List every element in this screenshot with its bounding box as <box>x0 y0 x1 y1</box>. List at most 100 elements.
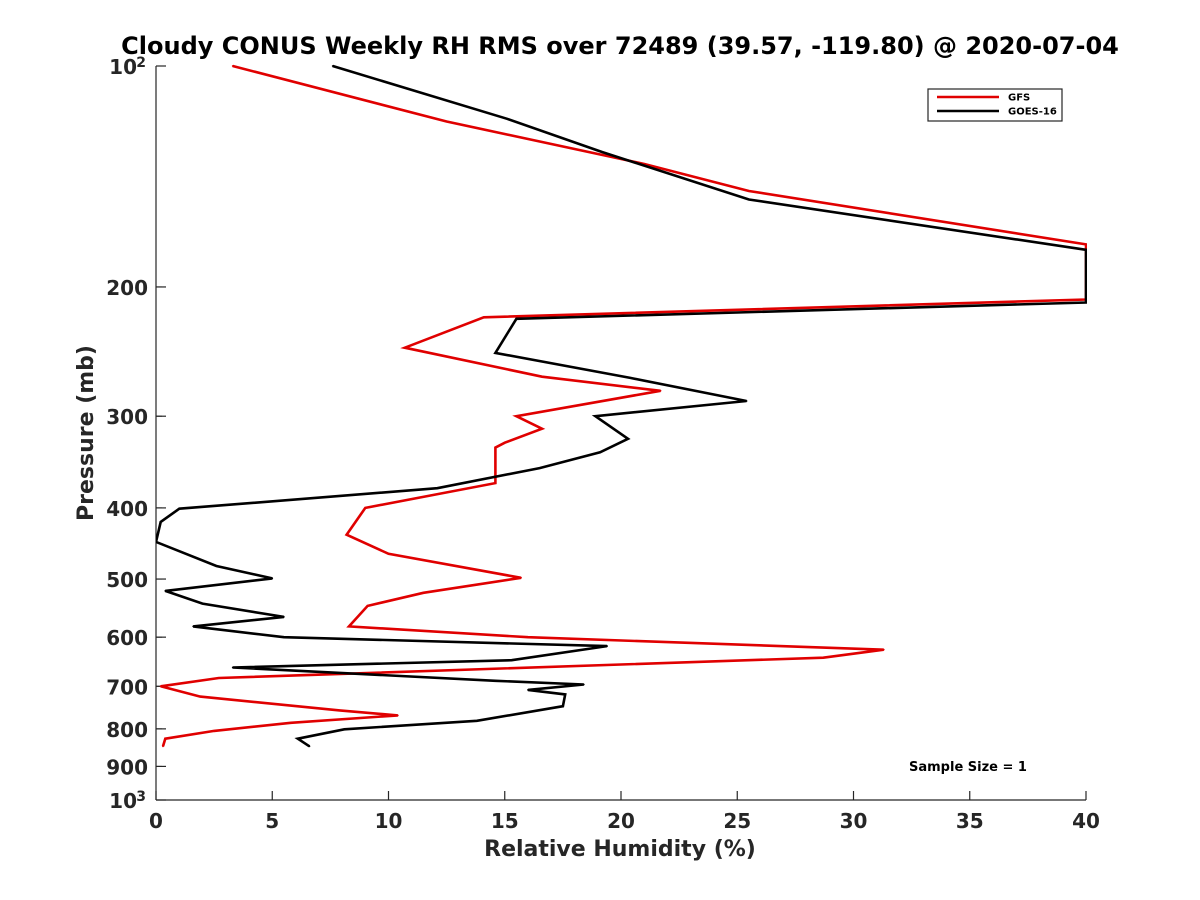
series-point <box>659 389 662 392</box>
series-point <box>1085 243 1087 246</box>
series-point <box>582 683 585 686</box>
x-tick-label: 0 <box>149 809 163 833</box>
series-point <box>282 615 285 618</box>
series-point <box>231 666 234 669</box>
series-point <box>343 728 346 731</box>
series-point <box>475 719 478 722</box>
series-point <box>747 190 750 192</box>
series-point <box>164 737 167 740</box>
series-point <box>599 451 601 454</box>
series-point <box>594 415 597 418</box>
y-tick-label: 900 <box>106 755 148 779</box>
series-point <box>1085 301 1087 304</box>
series-point <box>515 415 518 418</box>
y-tick-label: 300 <box>106 405 148 429</box>
series-point <box>271 577 274 580</box>
x-tick-label: 10 <box>375 809 403 833</box>
series-point <box>436 487 439 490</box>
chart-title: Cloudy CONUS Weekly RH RMS over 72489 (3… <box>121 32 1119 60</box>
series-point <box>520 576 522 579</box>
x-tick-label: 30 <box>840 809 868 833</box>
series-point <box>215 565 218 567</box>
series-point <box>178 507 181 510</box>
series-point <box>527 636 529 639</box>
series-point <box>564 693 567 696</box>
series-point <box>387 552 390 555</box>
series-point <box>629 376 632 379</box>
series-point <box>1085 248 1087 251</box>
y-tick-label: 500 <box>106 568 148 592</box>
series-point <box>213 729 216 732</box>
x-tick-label: 40 <box>1072 809 1100 833</box>
series-point <box>164 590 167 592</box>
x-axis-label: Relative Humidity (%) <box>484 837 756 862</box>
y-tick-label: 10 <box>109 789 137 813</box>
series-point <box>296 737 299 740</box>
series-point <box>494 679 497 682</box>
series-point <box>606 645 608 647</box>
series-point <box>510 659 513 662</box>
series-point <box>282 636 285 639</box>
series-point <box>156 540 157 543</box>
series-point <box>627 437 629 440</box>
series-point <box>192 625 195 628</box>
x-tick-label: 20 <box>607 809 635 833</box>
series-gfs <box>159 64 1087 748</box>
series-point <box>494 482 497 484</box>
series-point <box>331 65 334 67</box>
series-point <box>561 705 564 708</box>
y-tick-exponent: 2 <box>136 55 146 71</box>
series-point <box>162 745 164 748</box>
series-point <box>745 400 748 402</box>
y-tick-exponent: 3 <box>136 789 146 805</box>
series-point <box>882 648 885 651</box>
series-point <box>515 317 518 320</box>
y-tick-label: 400 <box>106 497 148 521</box>
series-point <box>345 533 348 536</box>
series-point <box>494 446 497 449</box>
series-point <box>348 625 350 628</box>
legend-box <box>927 88 1063 122</box>
series-point <box>482 316 485 319</box>
x-tick-label: 35 <box>956 809 984 833</box>
series-point <box>445 120 448 123</box>
series-point <box>159 521 162 523</box>
series-point <box>217 677 220 679</box>
series-point <box>541 375 543 378</box>
legend-label: GOES-16 <box>1008 107 1057 118</box>
series-line <box>160 64 1087 747</box>
legend-label: GFS <box>1008 93 1030 104</box>
x-tick-label: 25 <box>723 809 751 833</box>
legend: GFS GOES-16 <box>927 88 1063 122</box>
x-tick-label: 5 <box>265 809 279 833</box>
series-point <box>541 427 543 430</box>
sample-size-annotation: Sample Size = 1 <box>909 760 1027 775</box>
y-tick-base: 10 <box>109 55 137 79</box>
series-point <box>601 151 604 153</box>
series-point <box>231 65 234 67</box>
series-point <box>289 721 292 724</box>
series-point <box>506 117 508 120</box>
series-point <box>201 602 204 605</box>
series-point <box>199 695 202 698</box>
series-point <box>366 605 369 607</box>
series-point <box>403 346 406 349</box>
series-point <box>422 591 425 594</box>
series-point <box>503 441 506 444</box>
series-point <box>159 685 162 688</box>
y-tick-label: 700 <box>106 675 148 699</box>
series-point <box>338 709 341 712</box>
series-point <box>396 714 399 717</box>
y-tick-base: 10 <box>109 789 137 813</box>
series-point <box>494 352 497 354</box>
series-point <box>308 745 311 748</box>
x-tick-label: 15 <box>491 809 519 833</box>
y-axis-label: Pressure (mb) <box>74 345 99 521</box>
series-point <box>538 467 541 469</box>
series-point <box>822 656 825 659</box>
series-point <box>364 507 367 509</box>
y-tick-label: 10 <box>109 55 137 79</box>
y-tick-label: 800 <box>106 718 148 742</box>
